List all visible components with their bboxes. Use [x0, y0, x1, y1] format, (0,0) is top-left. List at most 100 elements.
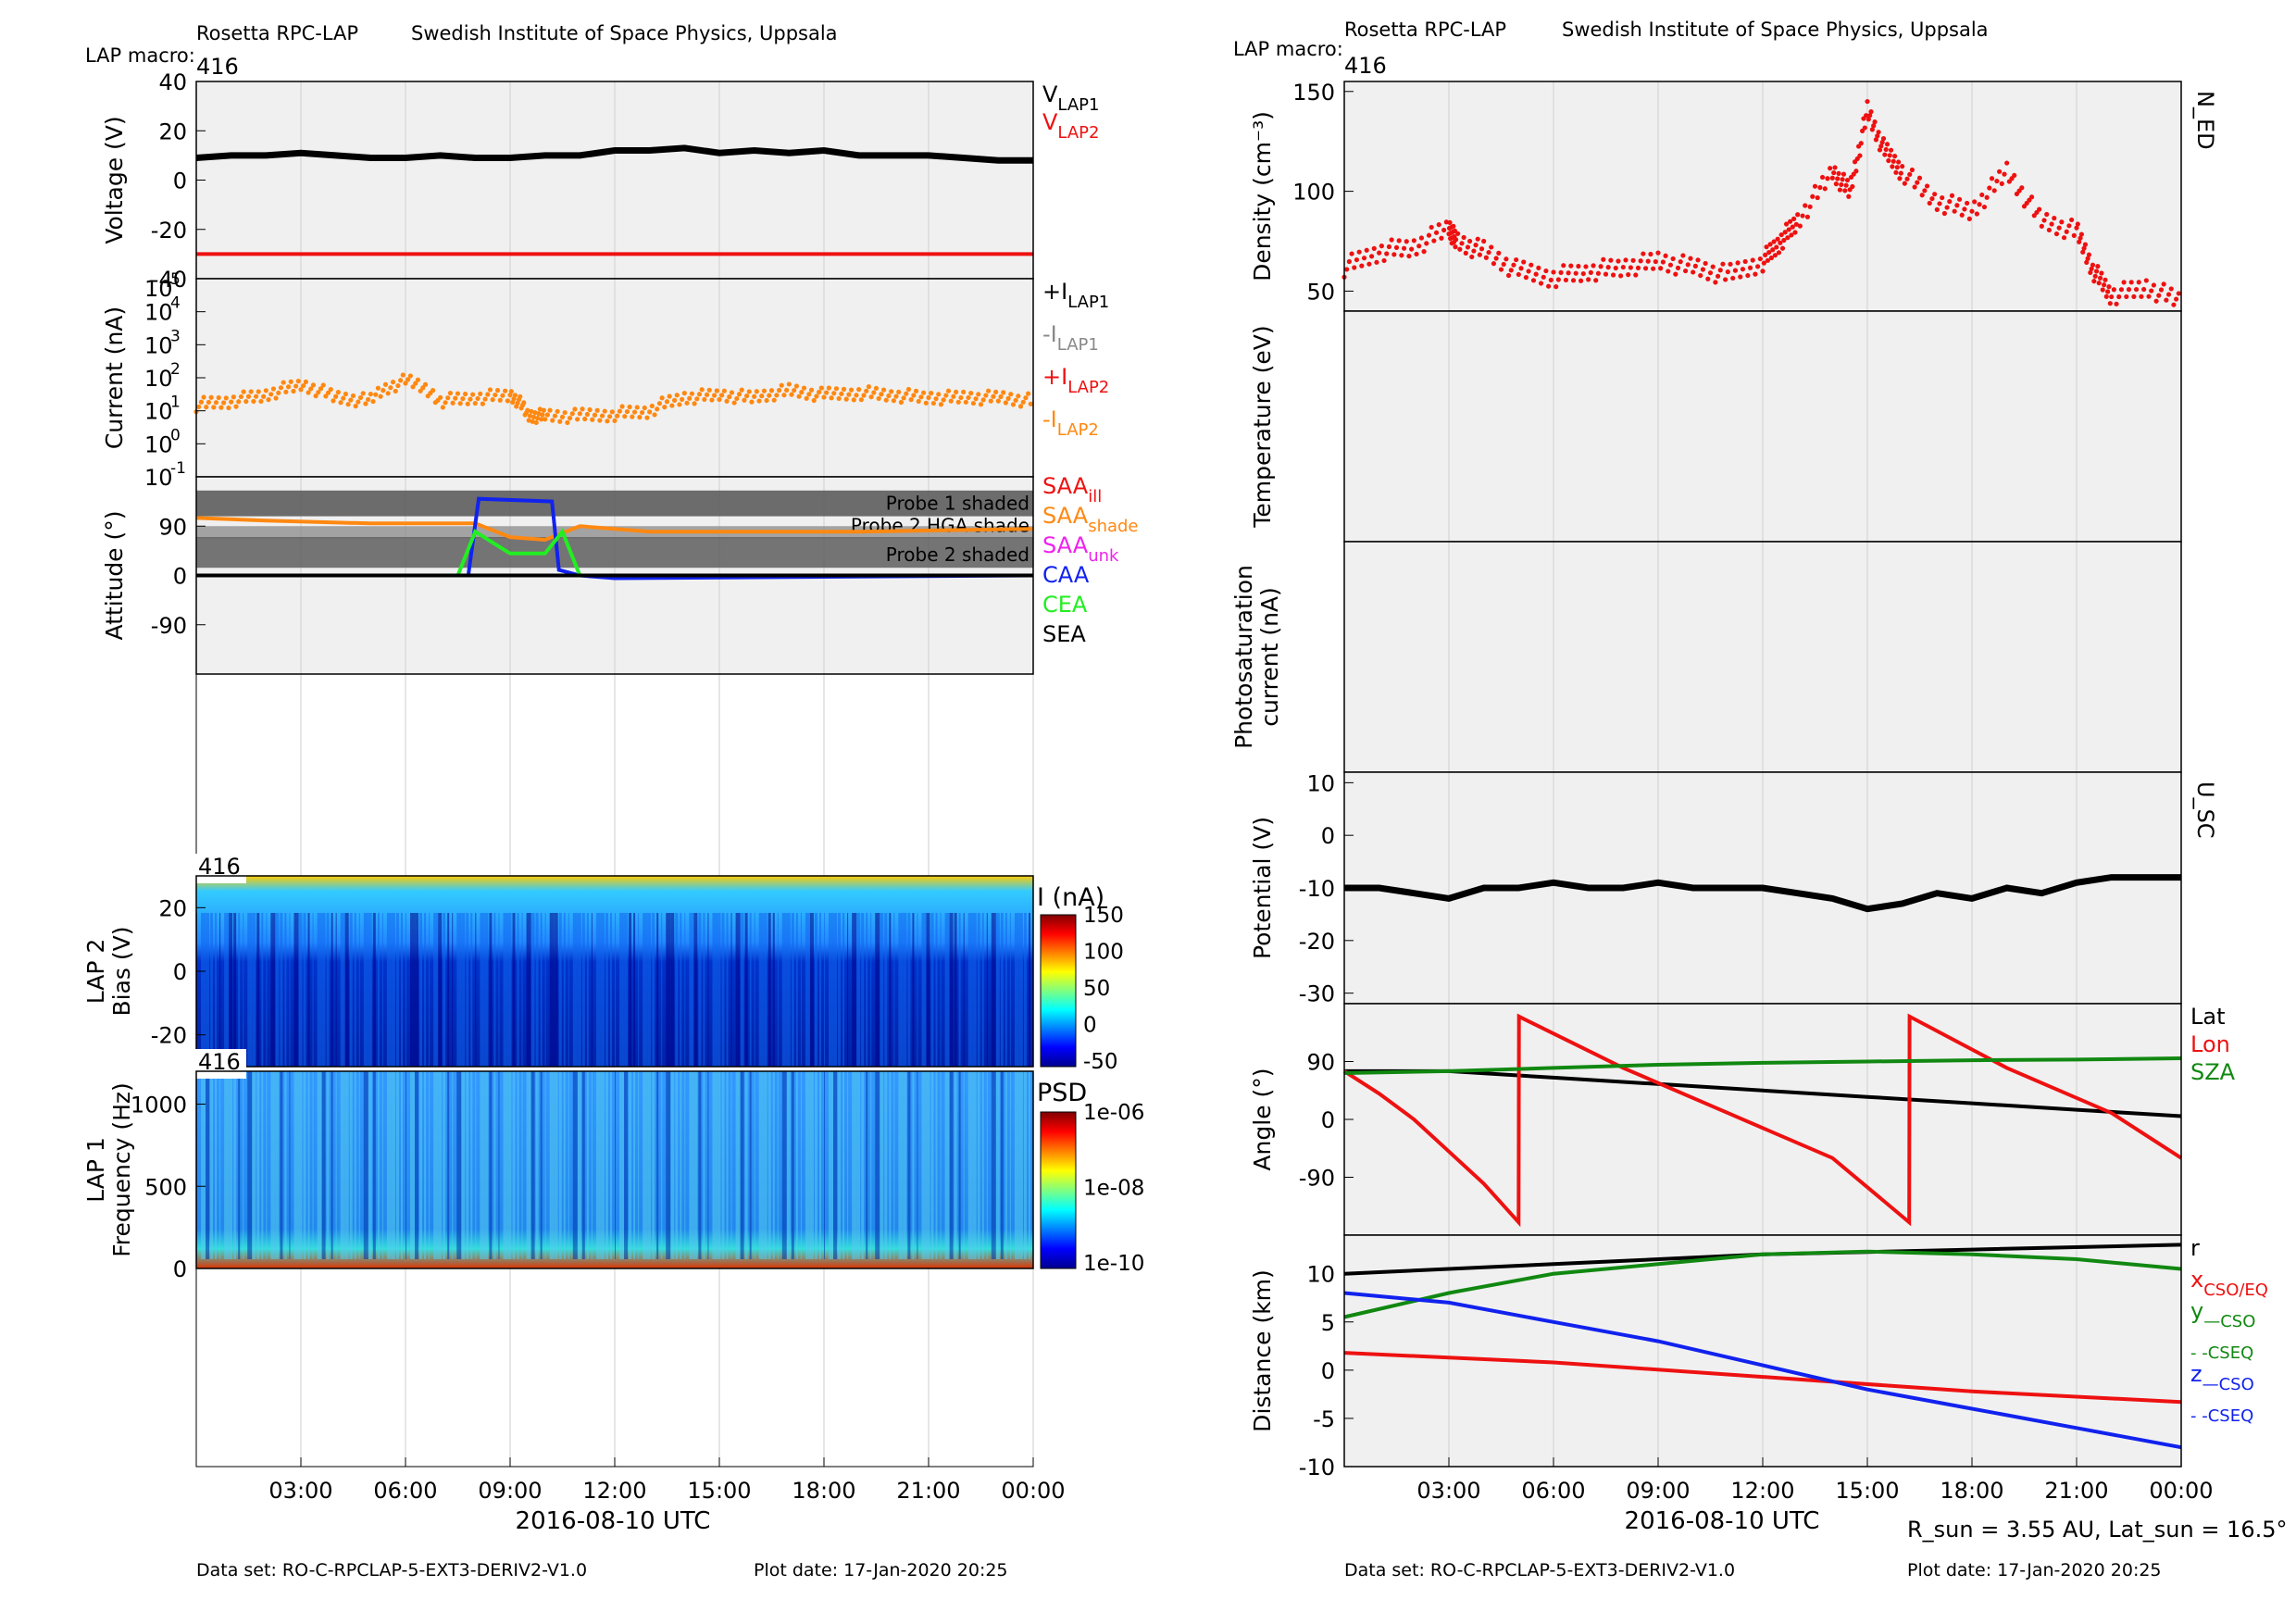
data-point — [793, 383, 800, 389]
heatmap-stripe — [638, 1071, 640, 1259]
heatmap-stripe — [381, 1071, 383, 1259]
y-tick-label: 10 — [1306, 770, 1335, 796]
data-point — [761, 388, 767, 394]
legend-item: Lon — [2190, 1031, 2230, 1057]
data-point — [966, 394, 971, 401]
y-axis-label: Potential (V) — [1249, 817, 1276, 959]
heatmap-stripe — [903, 1071, 907, 1259]
heatmap-stripe — [619, 913, 625, 1067]
data-point — [455, 391, 461, 396]
data-point — [594, 407, 600, 413]
data-point — [2126, 287, 2132, 293]
data-point — [238, 394, 244, 400]
heatmap-stripe — [647, 1071, 652, 1259]
data-point — [786, 381, 792, 387]
colorbar-tick: 100 — [1083, 941, 1124, 965]
data-point — [258, 398, 264, 405]
heatmap-stripe — [758, 1071, 764, 1259]
data-point — [656, 401, 663, 406]
data-point — [1767, 242, 1773, 247]
data-point — [1489, 244, 1494, 250]
legend-item: SAAill — [1042, 473, 1102, 506]
heatmap-stripe — [767, 913, 771, 1067]
data-point — [1969, 208, 1975, 214]
data-point — [871, 390, 877, 395]
data-point — [1862, 125, 1867, 131]
heatmap-stripe — [935, 1071, 938, 1259]
data-point — [1344, 267, 1350, 272]
data-point — [368, 392, 373, 397]
y-tick-label: -20 — [151, 1023, 187, 1049]
data-point — [637, 415, 643, 420]
data-point — [1561, 263, 1566, 269]
data-point — [1750, 257, 1755, 263]
heatmap-stripe — [489, 913, 493, 1067]
data-point — [1554, 284, 1559, 290]
data-point — [991, 394, 996, 399]
data-point — [680, 396, 685, 402]
data-point — [2161, 281, 2166, 287]
data-point — [1526, 269, 1531, 274]
data-point — [1356, 249, 1362, 255]
heatmap-stripe — [549, 913, 555, 1067]
data-point — [1789, 232, 1794, 238]
data-point — [771, 397, 777, 403]
heatmap-stripe — [298, 913, 303, 1067]
footer-left: Data set: RO-C-RPCLAP-5-EXT3-DERIV2-V1.0… — [196, 1560, 1008, 1580]
data-point — [1586, 277, 1591, 282]
heatmap-stripe — [624, 913, 629, 1067]
data-point — [886, 393, 892, 399]
y-tick-label: 90 — [1306, 1050, 1335, 1076]
y-tick-label: -10 — [1299, 1455, 1335, 1480]
data-point — [1433, 230, 1440, 235]
data-point — [1775, 236, 1780, 242]
panel-potential: 10 0 -10 -20 -30 Potential (V) U_SC — [1249, 770, 2218, 1006]
data-point — [512, 393, 518, 398]
colorbar — [1040, 1111, 1077, 1269]
data-point — [1411, 238, 1416, 244]
data-point — [270, 386, 277, 392]
heatmap-stripe — [898, 1071, 904, 1259]
data-point — [1843, 182, 1849, 188]
heatmap-stripe — [712, 913, 718, 1067]
data-point — [978, 402, 984, 407]
data-point — [699, 387, 705, 393]
data-point — [901, 395, 906, 401]
heatmap-stripe — [206, 1071, 210, 1259]
data-point — [1576, 263, 1581, 269]
heatmap-stripe — [326, 1071, 330, 1259]
data-point — [1858, 141, 1864, 146]
data-point — [241, 389, 246, 394]
data-point — [360, 391, 366, 396]
data-point — [1785, 235, 1791, 241]
heatmap-stripe — [800, 913, 802, 1067]
data-point — [1882, 152, 1888, 157]
heatmap-stripe — [866, 913, 868, 1067]
data-point — [1374, 259, 1379, 265]
data-point — [1831, 169, 1837, 176]
data-point — [774, 393, 780, 398]
data-point — [1465, 244, 1471, 250]
colorbar — [1040, 914, 1077, 1068]
data-point — [829, 395, 834, 401]
data-point — [550, 418, 555, 423]
x-tick-label: 18:00 — [792, 1478, 855, 1504]
data-point — [808, 387, 815, 393]
y-tick-label: 10 — [1306, 1262, 1335, 1288]
data-point — [1974, 211, 1979, 217]
data-point — [505, 398, 510, 404]
data-point — [1016, 394, 1021, 399]
heatmap-stripe — [293, 913, 299, 1067]
heatmap-stripe — [586, 913, 589, 1067]
heatmap-stripe — [852, 1071, 857, 1259]
data-point — [422, 381, 429, 387]
institute-title: Swedish Institute of Space Physics, Upps… — [411, 22, 838, 44]
data-point — [1023, 395, 1029, 401]
data-point — [1389, 237, 1394, 243]
data-point — [889, 389, 894, 394]
data-point — [438, 394, 443, 400]
heatmap-stripe — [772, 913, 775, 1067]
data-point — [2151, 282, 2157, 288]
data-point — [226, 405, 231, 411]
